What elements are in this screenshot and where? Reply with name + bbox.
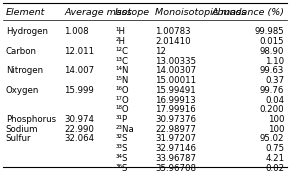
Text: ³⁴S: ³⁴S (115, 154, 128, 163)
Text: 15.99491: 15.99491 (155, 86, 196, 95)
Text: ¹⁶O: ¹⁶O (115, 86, 129, 95)
Text: 30.97376: 30.97376 (155, 115, 196, 124)
Text: 16.99913: 16.99913 (155, 96, 196, 105)
Text: 14.00307: 14.00307 (155, 66, 196, 75)
Text: Sodium: Sodium (6, 125, 38, 134)
Text: ³⁶S: ³⁶S (115, 164, 128, 173)
Text: Hydrogen: Hydrogen (6, 27, 48, 37)
Text: Sulfur: Sulfur (6, 134, 31, 143)
Text: ¹³C: ¹³C (115, 57, 128, 66)
Text: ³³S: ³³S (115, 144, 128, 153)
Text: ³¹P: ³¹P (115, 115, 127, 124)
Text: ¹H: ¹H (115, 27, 125, 37)
Text: 0.04: 0.04 (265, 96, 284, 105)
Text: 14.007: 14.007 (64, 66, 94, 75)
Text: ²³Na: ²³Na (115, 125, 134, 134)
Text: Nitrogen: Nitrogen (6, 66, 43, 75)
Text: 1.10: 1.10 (265, 57, 284, 66)
Text: 30.974: 30.974 (64, 115, 94, 124)
Text: ¹⁷O: ¹⁷O (115, 96, 129, 105)
Text: 99.63: 99.63 (260, 66, 284, 75)
Text: 17.99916: 17.99916 (155, 105, 196, 114)
Text: Element: Element (6, 8, 45, 17)
Text: ³²S: ³²S (115, 134, 128, 143)
Text: 98.90: 98.90 (260, 47, 284, 56)
Text: 15.00011: 15.00011 (155, 76, 196, 85)
Text: ¹²C: ¹²C (115, 47, 128, 56)
Text: 32.97146: 32.97146 (155, 144, 196, 153)
Text: 4.21: 4.21 (265, 154, 284, 163)
Text: 12.011: 12.011 (64, 47, 94, 56)
Text: 33.96787: 33.96787 (155, 154, 196, 163)
Text: 95.02: 95.02 (260, 134, 284, 143)
Text: Isotope: Isotope (115, 8, 150, 17)
Text: 1.008: 1.008 (64, 27, 89, 37)
Text: 12: 12 (155, 47, 166, 56)
Text: 31.97207: 31.97207 (155, 134, 196, 143)
Text: 1.00783: 1.00783 (155, 27, 191, 37)
Text: 32.064: 32.064 (64, 134, 94, 143)
Text: Monoisotopic mass: Monoisotopic mass (155, 8, 246, 17)
Text: Carbon: Carbon (6, 47, 37, 56)
Text: 0.37: 0.37 (265, 76, 284, 85)
Text: 13.00335: 13.00335 (155, 57, 196, 66)
Text: ¹⁸O: ¹⁸O (115, 105, 129, 114)
Text: 0.200: 0.200 (260, 105, 284, 114)
Text: 2.01410: 2.01410 (155, 37, 191, 46)
Text: 100: 100 (268, 115, 284, 124)
Text: 0.75: 0.75 (265, 144, 284, 153)
Text: Abundance (%): Abundance (%) (211, 8, 284, 17)
Text: Oxygen: Oxygen (6, 86, 39, 95)
Text: ²H: ²H (115, 37, 125, 46)
Text: 35.96708: 35.96708 (155, 164, 196, 173)
Text: 0.02: 0.02 (265, 164, 284, 173)
Text: 100: 100 (268, 125, 284, 134)
Text: 22.98977: 22.98977 (155, 125, 196, 134)
Text: ¹⁵N: ¹⁵N (115, 76, 128, 85)
Text: ¹⁴N: ¹⁴N (115, 66, 129, 75)
Text: 22.990: 22.990 (64, 125, 94, 134)
Text: Phosphorus: Phosphorus (6, 115, 56, 124)
Text: 99.985: 99.985 (255, 27, 284, 37)
Text: 15.999: 15.999 (64, 86, 94, 95)
Text: 0.015: 0.015 (260, 37, 284, 46)
Text: Average mass: Average mass (64, 8, 132, 17)
Text: 99.76: 99.76 (260, 86, 284, 95)
